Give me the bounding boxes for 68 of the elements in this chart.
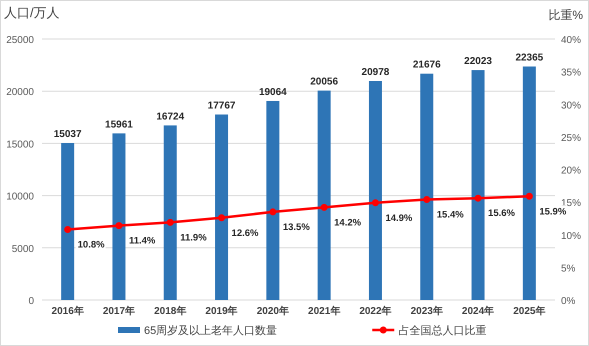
y-tick-label: 10000 [6, 192, 34, 203]
data-label: 12.6% [232, 228, 260, 239]
y2-tick-label: 40% [561, 35, 582, 46]
data-label: 15.4% [436, 210, 464, 221]
bar [61, 143, 74, 300]
point [218, 214, 226, 222]
x-tick-label: 2022年 [359, 305, 392, 317]
point [320, 204, 328, 211]
x-tick-label: 2020年 [256, 305, 289, 317]
y-tick-label: 20000 [6, 87, 34, 98]
x-tick-label: 2023年 [410, 305, 443, 317]
data-label: 15037 [54, 129, 82, 140]
data-label: 11.4% [128, 236, 156, 247]
x-tick-label: 2025年 [513, 305, 546, 317]
x-tick-label: 2016年 [52, 305, 84, 317]
y2-tick-label: 10% [561, 230, 582, 242]
y2-tick-label: 5% [561, 263, 576, 274]
legend-label: 65周岁及以上老年人口数量 [144, 324, 278, 337]
data-label: 20978 [362, 66, 390, 78]
point [372, 199, 379, 206]
data-label: 15961 [105, 119, 134, 130]
bar [164, 125, 177, 300]
data-label: 17767 [208, 100, 236, 112]
data-label: 14.2% [334, 217, 362, 228]
point [423, 196, 430, 204]
point [474, 194, 482, 202]
y2-tick-label: 35% [561, 68, 582, 79]
legend-label: 占全国总人口比重 [398, 324, 486, 337]
data-label: 11.9% [180, 232, 208, 244]
data-label: 16724 [156, 111, 185, 122]
bar [472, 70, 485, 300]
data-label: 22365 [515, 52, 544, 64]
data-label: 15.9% [539, 206, 567, 218]
x-tick-label: 2021年 [308, 305, 340, 317]
data-label: 20056 [310, 76, 338, 88]
data-label: 22023 [464, 56, 492, 68]
point [526, 192, 533, 200]
y-tick-label: 25000 [6, 35, 34, 46]
bar [266, 100, 280, 300]
y-axis-title: 人口/万人 [4, 5, 60, 20]
data-label: 15.6% [488, 208, 516, 220]
bar [420, 74, 434, 300]
bar [318, 90, 331, 300]
data-label: 10.8% [78, 240, 106, 251]
data-label: 19064 [258, 86, 288, 98]
data-label: 21676 [412, 60, 442, 71]
point [269, 208, 276, 216]
point [166, 218, 174, 226]
x-tick-label: 2019年 [205, 305, 238, 317]
bar [368, 80, 382, 300]
x-tick-label: 2024年 [462, 305, 494, 317]
point [64, 226, 72, 234]
y-tick-label: 0 [28, 296, 34, 307]
y2-tick-label: 20% [561, 166, 582, 176]
data-label: 13.5% [282, 222, 310, 233]
y2-tick-label: 0% [561, 296, 576, 307]
point [115, 222, 122, 230]
x-tick-label: 2017年 [102, 305, 136, 317]
bar [112, 133, 126, 300]
bar [522, 66, 536, 300]
bar [215, 114, 228, 300]
y-tick-label: 5000 [12, 244, 34, 255]
data-label: 14.9% [385, 212, 413, 224]
y2-tick-label: 30% [561, 100, 582, 112]
y2-tick-label: 25% [561, 132, 582, 144]
x-tick-label: 2018年 [154, 305, 186, 317]
y-tick-label: 15000 [6, 139, 34, 150]
y2-axis-title: 比重% [548, 8, 584, 22]
